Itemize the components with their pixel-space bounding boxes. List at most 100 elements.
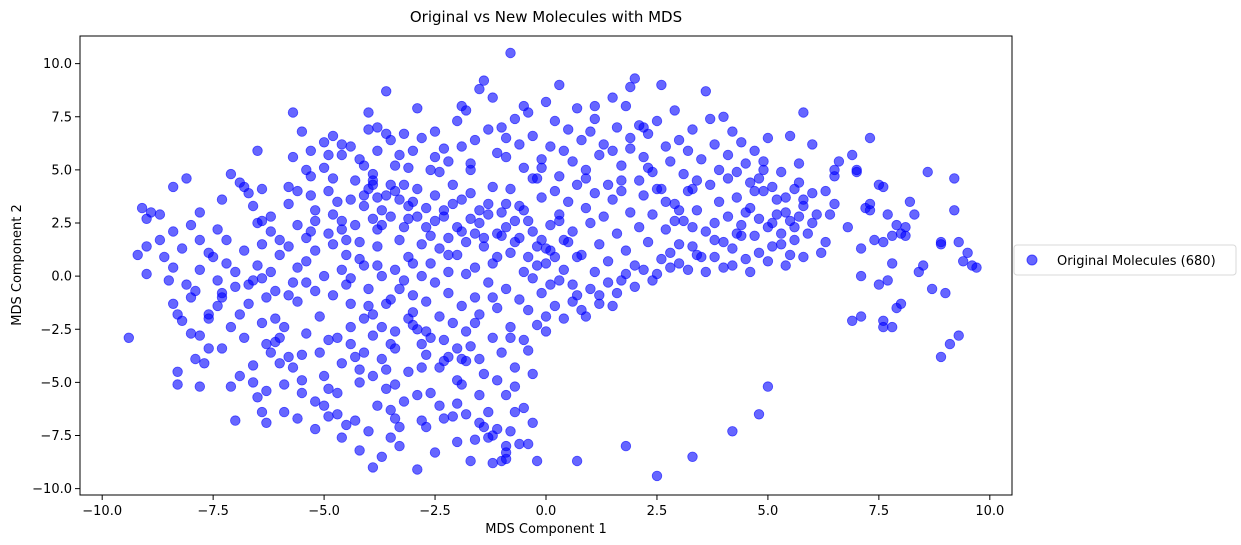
data-point bbox=[625, 207, 636, 218]
data-point bbox=[265, 347, 277, 358]
data-point bbox=[190, 353, 201, 365]
data-point bbox=[350, 351, 361, 363]
data-point bbox=[642, 236, 654, 248]
data-point bbox=[718, 111, 729, 123]
data-point bbox=[758, 164, 769, 176]
data-point bbox=[753, 409, 765, 420]
data-point bbox=[336, 149, 348, 161]
y-tick-label: −7.5 bbox=[40, 429, 72, 444]
data-point bbox=[549, 185, 561, 197]
points-layer bbox=[123, 47, 982, 482]
data-point bbox=[731, 166, 743, 178]
data-point bbox=[438, 413, 450, 424]
data-point bbox=[478, 75, 490, 86]
data-point bbox=[323, 185, 334, 197]
data-point bbox=[429, 447, 441, 458]
data-point bbox=[412, 103, 423, 114]
data-point bbox=[518, 100, 530, 112]
data-point bbox=[363, 107, 374, 118]
data-point bbox=[230, 415, 241, 426]
data-point bbox=[607, 145, 618, 157]
data-point bbox=[776, 228, 787, 239]
data-point bbox=[199, 358, 210, 369]
data-point bbox=[811, 209, 822, 220]
data-point bbox=[421, 296, 432, 307]
data-point bbox=[651, 183, 663, 195]
data-point bbox=[256, 239, 268, 250]
data-point bbox=[713, 164, 725, 176]
data-point bbox=[740, 158, 751, 169]
data-point bbox=[492, 228, 503, 239]
data-point bbox=[673, 258, 685, 269]
data-point bbox=[190, 285, 201, 297]
data-point bbox=[638, 264, 649, 276]
data-point bbox=[443, 156, 454, 167]
data-point bbox=[700, 86, 712, 97]
data-point bbox=[310, 205, 321, 216]
data-point bbox=[767, 241, 778, 252]
data-point bbox=[509, 362, 521, 373]
data-point bbox=[474, 217, 485, 229]
data-point bbox=[358, 200, 370, 212]
data-point bbox=[589, 266, 601, 278]
data-point bbox=[318, 137, 330, 148]
data-point bbox=[798, 251, 809, 263]
data-point bbox=[673, 205, 685, 216]
data-point bbox=[194, 264, 206, 276]
data-point bbox=[194, 381, 206, 392]
data-point bbox=[727, 426, 738, 437]
data-point bbox=[696, 154, 707, 165]
data-point bbox=[580, 311, 592, 322]
data-point bbox=[221, 234, 232, 246]
data-point bbox=[935, 351, 947, 363]
data-point bbox=[567, 279, 578, 290]
data-point bbox=[456, 194, 467, 205]
data-point bbox=[376, 219, 388, 231]
data-point bbox=[465, 164, 476, 176]
data-point bbox=[478, 368, 490, 380]
data-point bbox=[900, 230, 911, 242]
data-point bbox=[283, 290, 294, 301]
data-point bbox=[949, 205, 960, 216]
data-point bbox=[531, 319, 543, 331]
data-point bbox=[327, 209, 339, 220]
data-point bbox=[367, 309, 379, 320]
data-point bbox=[753, 247, 765, 259]
data-point bbox=[327, 173, 339, 184]
data-point bbox=[425, 387, 436, 399]
data-point bbox=[363, 300, 374, 312]
data-point bbox=[159, 251, 170, 263]
data-point bbox=[855, 243, 867, 254]
data-point bbox=[398, 128, 410, 140]
data-point bbox=[398, 275, 410, 286]
data-point bbox=[376, 321, 388, 333]
data-point bbox=[496, 347, 507, 358]
data-point bbox=[589, 187, 601, 199]
data-point bbox=[261, 338, 272, 350]
data-point bbox=[292, 185, 303, 197]
data-point bbox=[141, 241, 152, 252]
chart-title: Original vs New Molecules with MDS bbox=[410, 8, 682, 26]
data-point bbox=[789, 221, 800, 233]
data-point bbox=[256, 273, 268, 284]
data-point bbox=[323, 334, 334, 346]
data-point bbox=[452, 436, 463, 448]
data-point bbox=[301, 328, 312, 339]
data-point bbox=[713, 196, 725, 208]
data-point bbox=[434, 243, 445, 254]
x-tick-label: 5.0 bbox=[758, 504, 779, 519]
data-point bbox=[798, 107, 809, 118]
data-point bbox=[292, 413, 303, 424]
data-point bbox=[252, 392, 263, 403]
data-point bbox=[354, 377, 365, 388]
data-point bbox=[367, 462, 379, 473]
data-point bbox=[682, 145, 694, 157]
x-tick-label: −7.5 bbox=[197, 504, 229, 519]
data-point bbox=[389, 160, 401, 171]
data-point bbox=[310, 423, 321, 435]
data-point bbox=[345, 141, 356, 152]
data-point bbox=[887, 230, 898, 242]
data-point bbox=[398, 221, 410, 233]
data-point bbox=[842, 221, 854, 233]
